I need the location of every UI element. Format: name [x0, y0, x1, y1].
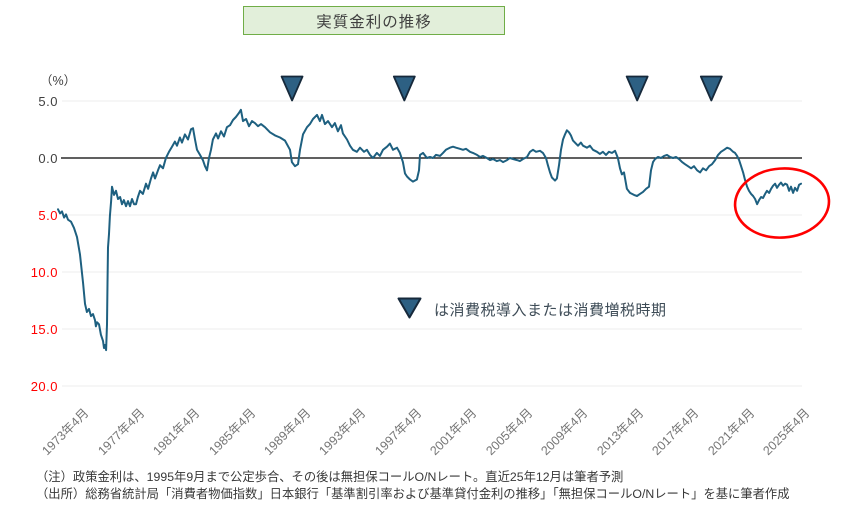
consumption-tax-marker-icon	[699, 75, 723, 102]
y-axis-tick-label: 0.0	[38, 150, 58, 166]
y-axis-tick-label: 5.0	[38, 93, 58, 109]
y-axis-tick-label: 5.0	[38, 207, 58, 223]
chart-title: 実質金利の推移	[316, 13, 432, 31]
footnotes: （注）政策金利は、1995年9月まで公定歩合、その後は無担保コールO/Nレート。…	[36, 469, 790, 503]
chart-title-box: 実質金利の推移	[243, 6, 505, 35]
real-interest-rate-line	[57, 108, 802, 352]
y-axis-tick-label: 15.0	[30, 321, 58, 337]
legend-text: は消費税導入または消費増税時期	[434, 302, 667, 319]
tax-marker-legend: は消費税導入または消費増税時期	[397, 297, 667, 320]
consumption-tax-marker-icon	[392, 75, 416, 102]
highlight-ellipse	[733, 167, 831, 239]
triangle-down-icon	[397, 297, 422, 319]
y-axis-unit-label: （%）	[40, 74, 77, 88]
y-axis-tick-label: 20.0	[30, 378, 58, 394]
consumption-tax-marker-icon	[280, 75, 304, 102]
footnote-source-note: （注）政策金利は、1995年9月まで公定歩合、その後は無担保コールO/Nレート。…	[36, 470, 624, 484]
consumption-tax-marker-icon	[625, 75, 649, 102]
y-axis-tick-label: 10.0	[30, 264, 58, 280]
footnote-source-attribution: （出所）総務省統計局「消費者物価指数」日本銀行「基準割引率および基準貸付金利の推…	[36, 487, 790, 501]
